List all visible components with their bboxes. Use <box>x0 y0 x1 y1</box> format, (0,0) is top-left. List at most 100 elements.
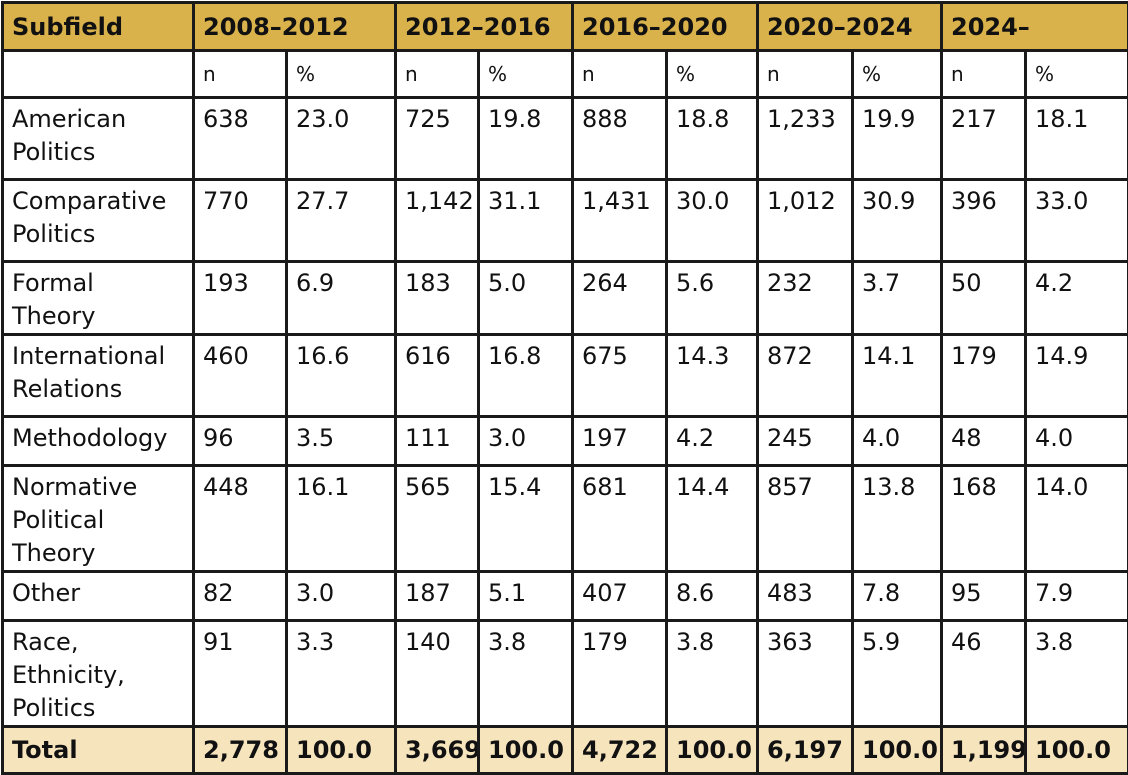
cell: 616 <box>396 335 479 417</box>
table-row: International Relations 460 16.6 616 16.… <box>3 335 1128 417</box>
cell: 16.1 <box>287 466 396 572</box>
cell: 33.0 <box>1026 180 1128 262</box>
cell: 30.0 <box>667 180 758 262</box>
cell: 18.8 <box>667 98 758 180</box>
total-cell: 6,197 <box>758 727 853 774</box>
cell: 19.9 <box>853 98 942 180</box>
period-header: 2012–2016 <box>396 3 573 51</box>
cell: 245 <box>758 417 853 466</box>
total-cell: 100.0 <box>667 727 758 774</box>
row-label: International Relations <box>3 335 194 417</box>
table-row: Formal Theory 193 6.9 183 5.0 264 5.6 23… <box>3 262 1128 335</box>
pct-header: % <box>479 51 573 98</box>
cell: 3.8 <box>479 621 573 727</box>
cell: 857 <box>758 466 853 572</box>
cell: 187 <box>396 572 479 621</box>
total-label: Total <box>3 727 194 774</box>
row-label: Normative Political Theory <box>3 466 194 572</box>
cell: 183 <box>396 262 479 335</box>
cell: 770 <box>194 180 287 262</box>
cell: 7.8 <box>853 572 942 621</box>
cell: 3.8 <box>1026 621 1128 727</box>
cell: 4.2 <box>667 417 758 466</box>
cell: 675 <box>573 335 667 417</box>
total-cell: 100.0 <box>287 727 396 774</box>
table-row: Other 82 3.0 187 5.1 407 8.6 483 7.8 95 … <box>3 572 1128 621</box>
total-row: Total 2,778 100.0 3,669 100.0 4,722 100.… <box>3 727 1128 774</box>
cell: 4.0 <box>853 417 942 466</box>
row-label: Race, Ethnicity, Politics <box>3 621 194 727</box>
n-header: n <box>942 51 1026 98</box>
cell: 91 <box>194 621 287 727</box>
subheader-row: n % n % n % n % n % <box>3 51 1128 98</box>
table-row: American Politics 638 23.0 725 19.8 888 … <box>3 98 1128 180</box>
pct-header: % <box>287 51 396 98</box>
cell: 7.9 <box>1026 572 1128 621</box>
cell: 1,142 <box>396 180 479 262</box>
cell: 197 <box>573 417 667 466</box>
cell: 193 <box>194 262 287 335</box>
cell: 13.8 <box>853 466 942 572</box>
cell: 31.1 <box>479 180 573 262</box>
cell: 4.2 <box>1026 262 1128 335</box>
cell: 3.5 <box>287 417 396 466</box>
cell: 16.8 <box>479 335 573 417</box>
cell: 3.3 <box>287 621 396 727</box>
cell: 407 <box>573 572 667 621</box>
cell: 5.9 <box>853 621 942 727</box>
n-header: n <box>194 51 287 98</box>
total-cell: 1,199 <box>942 727 1026 774</box>
cell: 565 <box>396 466 479 572</box>
cell: 888 <box>573 98 667 180</box>
cell: 19.8 <box>479 98 573 180</box>
cell: 30.9 <box>853 180 942 262</box>
total-cell: 2,778 <box>194 727 287 774</box>
table-row: Race, Ethnicity, Politics 91 3.3 140 3.8… <box>3 621 1128 727</box>
table-row: Normative Political Theory 448 16.1 565 … <box>3 466 1128 572</box>
cell: 5.0 <box>479 262 573 335</box>
cell: 14.1 <box>853 335 942 417</box>
cell: 179 <box>942 335 1026 417</box>
period-header: 2016–2020 <box>573 3 758 51</box>
cell: 3.7 <box>853 262 942 335</box>
cell: 82 <box>194 572 287 621</box>
subfield-header: Subfield <box>3 3 194 51</box>
cell: 5.6 <box>667 262 758 335</box>
subheader-empty <box>3 51 194 98</box>
cell: 1,233 <box>758 98 853 180</box>
cell: 4.0 <box>1026 417 1128 466</box>
n-header: n <box>573 51 667 98</box>
period-header: 2020–2024 <box>758 3 942 51</box>
n-header: n <box>396 51 479 98</box>
period-header: 2024– <box>942 3 1128 51</box>
cell: 6.9 <box>287 262 396 335</box>
period-header: 2008–2012 <box>194 3 396 51</box>
cell: 111 <box>396 417 479 466</box>
cell: 725 <box>396 98 479 180</box>
cell: 3.8 <box>667 621 758 727</box>
cell: 872 <box>758 335 853 417</box>
cell: 14.4 <box>667 466 758 572</box>
cell: 16.6 <box>287 335 396 417</box>
header-row: Subfield 2008–2012 2012–2016 2016–2020 2… <box>3 3 1128 51</box>
total-cell: 4,722 <box>573 727 667 774</box>
row-label: Methodology <box>3 417 194 466</box>
cell: 483 <box>758 572 853 621</box>
cell: 460 <box>194 335 287 417</box>
cell: 232 <box>758 262 853 335</box>
cell: 27.7 <box>287 180 396 262</box>
cell: 23.0 <box>287 98 396 180</box>
total-cell: 100.0 <box>1026 727 1128 774</box>
pct-header: % <box>1026 51 1128 98</box>
cell: 448 <box>194 466 287 572</box>
cell: 396 <box>942 180 1026 262</box>
row-label: Comparative Politics <box>3 180 194 262</box>
cell: 363 <box>758 621 853 727</box>
cell: 96 <box>194 417 287 466</box>
n-header: n <box>758 51 853 98</box>
cell: 3.0 <box>479 417 573 466</box>
cell: 179 <box>573 621 667 727</box>
row-label: Other <box>3 572 194 621</box>
cell: 264 <box>573 262 667 335</box>
